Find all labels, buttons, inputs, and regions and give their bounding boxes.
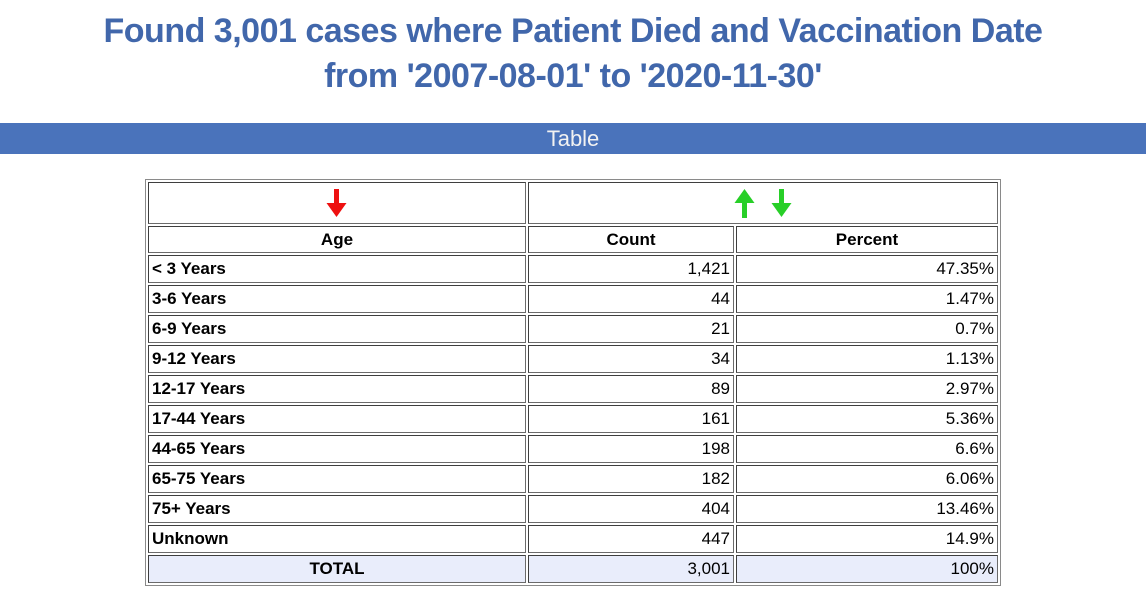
table-row: 9-12 Years 34 1.13%	[147, 345, 998, 373]
column-header-row: Age Count Percent	[147, 226, 998, 253]
percent-cell: 6.6%	[735, 435, 998, 463]
count-cell: 161	[527, 405, 734, 433]
count-cell: 182	[527, 465, 734, 493]
table-row: Unknown 447 14.9%	[147, 525, 998, 553]
percent-cell: 1.13%	[735, 345, 998, 373]
red-down-arrow-icon[interactable]	[325, 188, 348, 219]
table-row: 75+ Years 404 13.46%	[147, 495, 998, 523]
table-row: 17-44 Years 161 5.36%	[147, 405, 998, 433]
age-cell: 6-9 Years	[147, 315, 526, 343]
age-cell: 9-12 Years	[147, 345, 526, 373]
table-section-label: Table	[546, 126, 600, 151]
percent-cell: 14.9%	[735, 525, 998, 553]
percent-cell: 0.7%	[735, 315, 998, 343]
age-cell: 17-44 Years	[147, 405, 526, 433]
percent-cell: 6.06%	[735, 465, 998, 493]
count-cell: 34	[527, 345, 734, 373]
table-row: 3-6 Years 44 1.47%	[147, 285, 998, 313]
measure-sort-cell	[527, 182, 998, 224]
table-section-bar: Table	[0, 123, 1146, 154]
table-row: 44-65 Years 198 6.6%	[147, 435, 998, 463]
age-sort-cell	[147, 182, 526, 224]
age-cell: Unknown	[147, 525, 526, 553]
green-up-arrow-icon[interactable]	[733, 188, 756, 219]
total-label-cell: TOTAL	[147, 555, 526, 583]
age-cell: 75+ Years	[147, 495, 526, 523]
total-percent-cell: 100%	[735, 555, 998, 583]
count-cell: 1,421	[527, 255, 734, 283]
age-cell: 65-75 Years	[147, 465, 526, 493]
page-title-line2: from '2007-08-01' to '2020-11-30'	[324, 57, 822, 95]
page-title: Found 3,001 cases where Patient Died and…	[0, 0, 1146, 99]
count-cell: 404	[527, 495, 734, 523]
age-cell: 3-6 Years	[147, 285, 526, 313]
count-cell: 89	[527, 375, 734, 403]
percent-cell: 2.97%	[735, 375, 998, 403]
percent-cell: 47.35%	[735, 255, 998, 283]
count-cell: 447	[527, 525, 734, 553]
column-header-age: Age	[147, 226, 526, 253]
percent-cell: 5.36%	[735, 405, 998, 433]
table-row: 12-17 Years 89 2.97%	[147, 375, 998, 403]
page-title-line1: Found 3,001 cases where Patient Died and…	[103, 12, 1043, 50]
age-cell: < 3 Years	[147, 255, 526, 283]
green-down-arrow-icon[interactable]	[770, 188, 793, 219]
percent-cell: 1.47%	[735, 285, 998, 313]
table-row: 6-9 Years 21 0.7%	[147, 315, 998, 343]
count-cell: 21	[527, 315, 734, 343]
table-row: 65-75 Years 182 6.06%	[147, 465, 998, 493]
count-cell: 198	[527, 435, 734, 463]
table-row: < 3 Years 1,421 47.35%	[147, 255, 998, 283]
age-cell: 12-17 Years	[147, 375, 526, 403]
total-row: TOTAL 3,001 100%	[147, 555, 998, 583]
results-table: Age Count Percent < 3 Years 1,421 47.35%…	[144, 179, 1001, 586]
percent-cell: 13.46%	[735, 495, 998, 523]
column-header-percent: Percent	[735, 226, 998, 253]
sort-controls-row	[147, 182, 998, 224]
column-header-count: Count	[527, 226, 734, 253]
total-count-cell: 3,001	[527, 555, 734, 583]
count-cell: 44	[527, 285, 734, 313]
age-cell: 44-65 Years	[147, 435, 526, 463]
